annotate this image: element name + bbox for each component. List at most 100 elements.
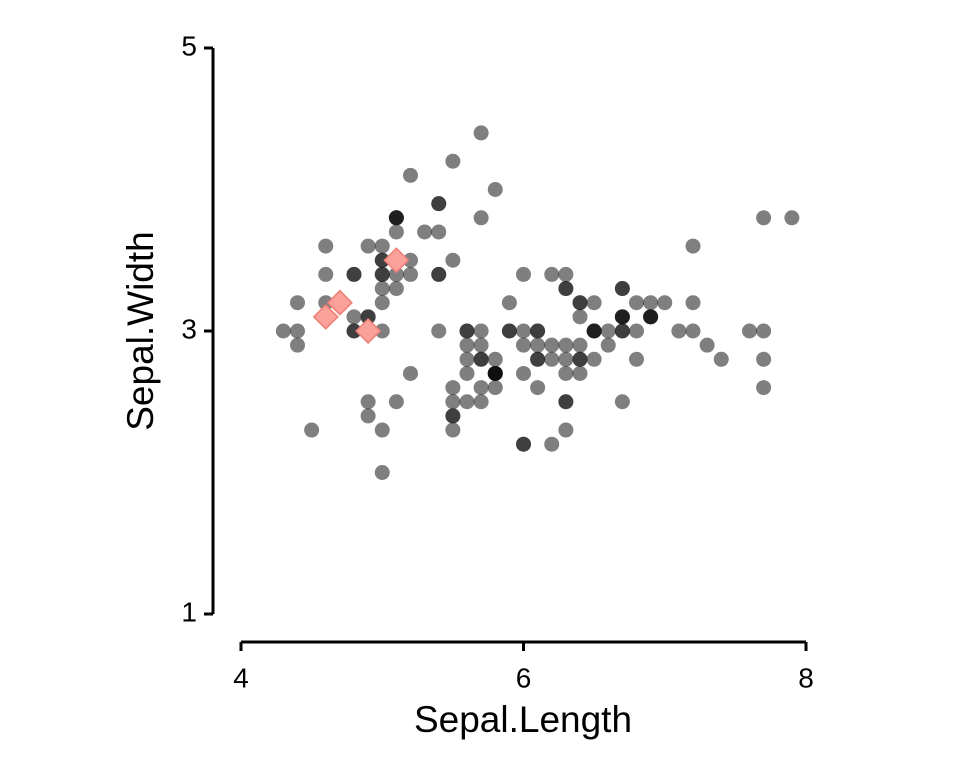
- point: [445, 153, 461, 169]
- x-tick-label: 4: [233, 662, 249, 693]
- point: [530, 380, 546, 396]
- point: [374, 295, 390, 311]
- point: [600, 323, 616, 339]
- point: [544, 351, 560, 367]
- point: [445, 380, 461, 396]
- point: [403, 365, 418, 381]
- point: [487, 380, 503, 396]
- point: [544, 436, 560, 452]
- point: [374, 281, 390, 297]
- point: [459, 351, 475, 367]
- point: [360, 309, 376, 325]
- point: [403, 167, 418, 183]
- point: [756, 210, 772, 226]
- point: [388, 281, 404, 297]
- point: [275, 323, 291, 339]
- point: [530, 337, 546, 353]
- point: [318, 266, 334, 282]
- point: [403, 266, 418, 282]
- point: [756, 351, 772, 367]
- point: [516, 337, 531, 353]
- point: [530, 323, 546, 339]
- point: [388, 266, 404, 282]
- point: [530, 351, 546, 367]
- point: [473, 351, 489, 367]
- point: [355, 317, 382, 345]
- point: [586, 323, 602, 339]
- point: [572, 309, 588, 325]
- point: [586, 351, 602, 367]
- point: [544, 337, 560, 353]
- point: [516, 436, 531, 452]
- point: [326, 289, 353, 316]
- point: [346, 266, 362, 282]
- point: [487, 351, 503, 367]
- point: [459, 337, 475, 353]
- point: [360, 394, 376, 410]
- point: [572, 365, 588, 381]
- point: [558, 365, 574, 381]
- point: [614, 394, 630, 410]
- point: [374, 465, 390, 480]
- point: [558, 281, 574, 297]
- x-tick-label: 6: [516, 662, 532, 693]
- y-tick-label: 3: [181, 313, 197, 344]
- point: [318, 295, 334, 311]
- point: [374, 266, 390, 282]
- point: [487, 182, 503, 197]
- point: [473, 394, 489, 410]
- point: [374, 422, 390, 438]
- point: [572, 351, 588, 367]
- point: [374, 323, 390, 339]
- point: [516, 266, 531, 282]
- point: [756, 323, 772, 339]
- point: [360, 238, 376, 254]
- point: [629, 323, 644, 339]
- point: [699, 337, 715, 353]
- point: [544, 266, 560, 282]
- point: [431, 224, 447, 240]
- point: [685, 238, 701, 254]
- point: [383, 247, 410, 274]
- point: [629, 295, 644, 311]
- point: [742, 323, 757, 339]
- point: [572, 337, 588, 353]
- point: [558, 394, 574, 410]
- point: [459, 394, 475, 410]
- point: [445, 252, 461, 268]
- point: [374, 238, 390, 254]
- point: [346, 309, 362, 325]
- point: [318, 238, 334, 254]
- point: [459, 365, 475, 381]
- x-tick-label: 8: [798, 662, 814, 693]
- point: [459, 323, 475, 339]
- point: [756, 380, 772, 396]
- point: [671, 323, 687, 339]
- point: [388, 394, 404, 410]
- point: [290, 295, 305, 311]
- point: [558, 266, 574, 282]
- point: [614, 281, 630, 297]
- point: [403, 252, 418, 268]
- point: [501, 323, 517, 339]
- point: [558, 351, 574, 367]
- point: [304, 422, 320, 438]
- y-tick-label: 5: [181, 30, 197, 61]
- point: [657, 295, 673, 311]
- point: [346, 323, 362, 339]
- point: [312, 303, 339, 330]
- point: [558, 422, 574, 438]
- point: [487, 365, 503, 381]
- point: [374, 252, 390, 268]
- point: [643, 295, 659, 311]
- point: [713, 351, 729, 367]
- x-axis-label: Sepal.Length: [414, 699, 632, 740]
- point: [417, 224, 433, 240]
- point: [572, 295, 588, 311]
- point: [445, 408, 461, 424]
- point: [290, 337, 305, 353]
- point: [431, 266, 447, 282]
- point: [614, 323, 630, 339]
- point: [431, 323, 447, 339]
